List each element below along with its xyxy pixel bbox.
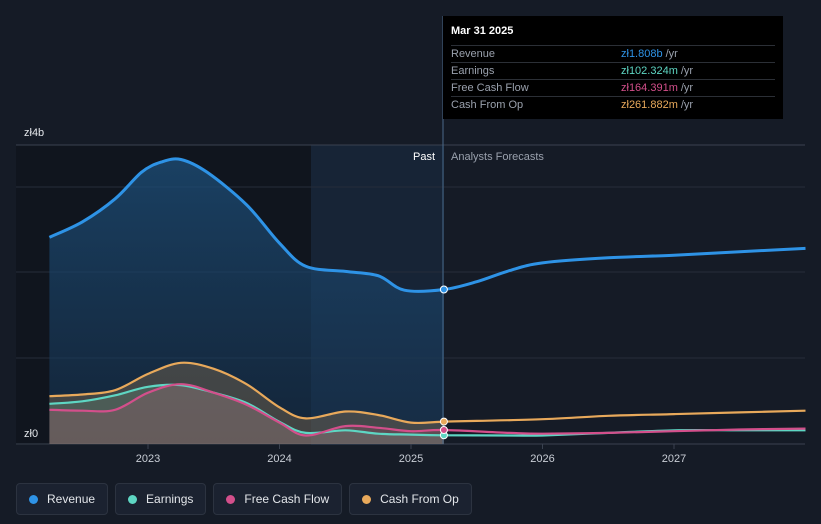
legend-label: Cash From Op — [380, 492, 459, 506]
legend-item-cash-from-op[interactable]: Cash From Op — [349, 483, 472, 515]
tooltip-unit: /yr — [680, 82, 694, 94]
marker-free-cash-flow — [439, 426, 448, 434]
y-label-top: zł4b — [24, 127, 44, 139]
x-tick-label: 2024 — [267, 453, 291, 465]
legend-item-revenue[interactable]: Revenue — [16, 483, 109, 515]
legend-dot-icon — [362, 494, 372, 504]
tooltip-label: Free Cash Flow — [451, 82, 529, 94]
line-cash-from-op — [49, 361, 806, 425]
legend-label: Earnings — [146, 492, 194, 506]
forecast-label: Analysts Forecasts — [451, 151, 544, 163]
tooltip-label: Earnings — [451, 65, 495, 77]
tooltip-value: zł164.391m — [621, 82, 678, 94]
x-tick-label: 2023 — [136, 453, 160, 465]
legend-label: Revenue — [47, 492, 96, 506]
line-revenue — [48, 157, 806, 293]
tooltip-row-earnings: Earnings zł102.324m /yr — [451, 62, 775, 79]
tooltip-value: zł102.324m — [621, 65, 678, 77]
x-tick-label: 2026 — [530, 453, 554, 465]
x-tick-label: 2027 — [662, 453, 686, 465]
past-label: Past — [413, 151, 435, 163]
tooltip-unit: /yr — [665, 48, 678, 60]
line-free-cash-flow — [49, 383, 806, 437]
tooltip-date: Mar 31 2025 — [451, 25, 514, 37]
y-label-bottom: zł0 — [24, 428, 38, 440]
area-free-cash-flow — [49, 384, 444, 444]
marker-cash-from-op — [439, 417, 448, 426]
legend: Revenue Earnings Free Cash Flow Cash Fro… — [16, 483, 472, 515]
tooltip-label: Cash From Op — [451, 99, 524, 111]
tooltip: Mar 31 2025 Revenue zł1.808b /yr Earning… — [443, 16, 783, 119]
tooltip-row-free-cash-flow: Free Cash Flow zł164.391m /yr — [451, 79, 775, 96]
legend-dot-icon — [29, 494, 38, 504]
tooltip-value: zł261.882m — [621, 99, 678, 111]
legend-item-free-cash-flow[interactable]: Free Cash Flow — [213, 483, 343, 515]
x-tick-label: 2025 — [399, 453, 423, 465]
tooltip-unit: /yr — [680, 65, 694, 77]
legend-item-earnings[interactable]: Earnings — [115, 483, 207, 515]
tooltip-value: zł1.808b — [621, 48, 663, 60]
legend-dot-icon — [226, 494, 236, 504]
marker-revenue — [439, 285, 448, 294]
tooltip-row-cash-from-op: Cash From Op zł261.882m /yr — [451, 96, 775, 113]
tooltip-unit: /yr — [680, 99, 694, 111]
tooltip-label: Revenue — [451, 48, 496, 60]
area-earnings — [49, 384, 444, 444]
tooltip-row-revenue: Revenue zł1.808b /yr — [451, 45, 775, 62]
legend-dot-icon — [128, 494, 138, 504]
legend-label: Free Cash Flow — [244, 492, 330, 506]
